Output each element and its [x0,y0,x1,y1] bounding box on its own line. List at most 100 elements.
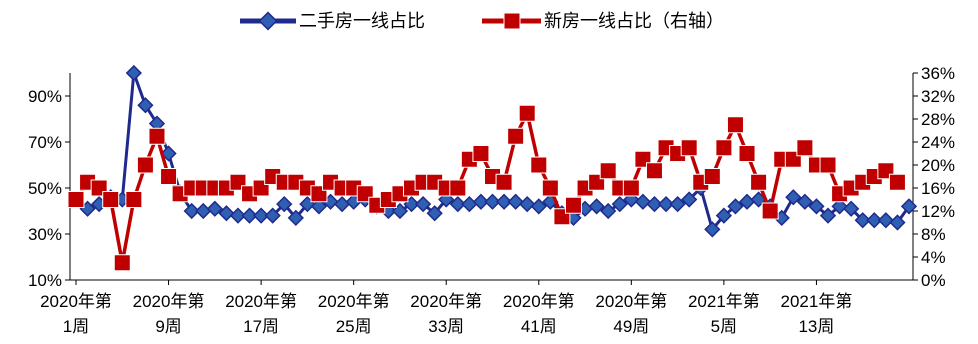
data-point-resale [819,207,837,224]
data-point-new [518,104,536,122]
right-tick-label: 16% [921,179,955,198]
data-point-new [136,156,154,174]
data-point-resale [472,193,490,210]
data-point-new [148,127,166,145]
data-point-new [726,116,744,134]
data-point-resale [900,198,918,215]
data-point-resale [785,189,802,206]
data-point-new [507,127,525,145]
right-tick-label: 32% [921,87,955,106]
data-point-resale [831,198,848,215]
data-point-new [680,139,698,157]
right-tick-label: 36% [921,64,955,83]
x-tick-label: 49周 [613,317,649,336]
data-point-resale [657,195,675,213]
data-point-resale [137,97,154,114]
data-point-resale [889,214,906,231]
data-point-resale [600,202,617,220]
data-point-resale [333,195,351,213]
data-point-resale [530,198,547,215]
x-tick-label: 5周 [711,317,737,336]
data-point-resale [611,195,628,213]
data-point-resale [681,191,698,208]
data-point-resale [877,212,894,229]
data-point-resale [634,193,652,210]
data-point-new [160,168,178,185]
data-point-resale [484,193,501,210]
x-tick-label: 2020年第 [225,292,297,311]
axes: 10% 30% 50% 70% 90% 0% 4% 8% 12% 16% 20% 24% 28% 32% 3… [28,64,955,336]
data-point-resale [866,212,883,229]
left-tick-label: 70% [28,133,62,152]
data-point-resale [206,200,223,217]
data-point-resale [854,212,871,229]
data-point-resale [646,195,663,213]
data-point-new [888,173,906,191]
x-tick-label: 17周 [243,317,279,336]
x-tick-label: 2020年第 [133,292,205,311]
legend-label-resale: 二手房一线占比 [299,11,425,31]
data-point-resale [738,193,756,210]
data-point-resale [195,202,212,220]
data-point-new [738,145,756,162]
x-tick-label: 2021年第 [781,292,853,311]
x-tick-label: 25周 [336,317,372,336]
data-point-resale [148,115,166,132]
data-point-resale [264,207,281,224]
data-point-resale [519,195,536,213]
data-point-resale [495,193,513,210]
data-point-resale [125,64,142,82]
data-point-new [715,139,733,157]
left-tick-label: 90% [28,87,62,106]
data-point-new [622,179,640,197]
right-tick-label: 20% [921,156,955,175]
data-point-resale [414,195,432,213]
left-tick-label: 50% [28,179,62,198]
data-point-new [819,156,837,174]
x-tick-label: 2020年第 [40,292,112,311]
legend-label-new: 新房一线占比（右轴） [544,11,724,31]
data-point-new [703,168,721,185]
legend-marker-new [503,12,521,30]
x-tick-label: 2021年第 [688,292,760,311]
x-tick-label: 9周 [155,317,181,336]
data-point-resale [669,195,686,213]
legend-marker-resale [258,11,278,31]
series-new [67,104,906,272]
data-point-new [599,162,617,180]
data-point-resale [241,207,258,224]
data-point-new [495,173,513,191]
right-tick-label: 28% [921,110,955,129]
data-point-resale [808,198,825,215]
data-point-resale [287,209,304,227]
right-tick-label: 4% [921,248,946,267]
data-point-resale [715,207,733,224]
x-tick-label: 2020年第 [503,292,575,311]
data-point-resale [704,221,721,238]
x-tick-label: 33周 [428,317,464,336]
data-point-resale [796,193,814,210]
right-tick-label: 12% [921,202,955,221]
data-point-new [102,191,120,208]
right-tick-label: 8% [921,225,946,244]
data-point-resale [276,195,293,213]
data-point-new [796,139,814,157]
series-resale [67,64,918,238]
x-tick-label: 13周 [798,317,834,336]
x-tick-label: 2020年第 [410,292,482,311]
right-tick-label: 24% [921,133,955,152]
data-point-new [472,145,490,162]
data-point-resale [461,195,478,213]
x-tick-label: 1周 [63,317,89,336]
data-point-new [761,202,779,220]
data-point-resale [727,198,744,215]
data-point-resale [229,207,247,224]
data-point-resale [843,200,860,217]
data-point-new [67,191,85,208]
x-tick-label: 2020年第 [595,292,667,311]
data-point-resale [252,207,270,224]
data-point-resale [218,205,235,222]
x-tick-label: 41周 [521,317,557,336]
left-tick-label: 10% [28,271,62,290]
